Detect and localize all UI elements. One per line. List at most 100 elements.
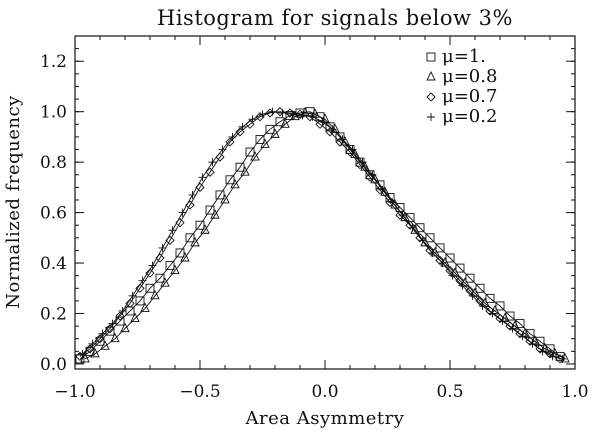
series-line xyxy=(82,111,563,360)
plus-marker xyxy=(248,115,257,124)
plus-marker xyxy=(378,185,387,194)
plus-marker xyxy=(168,226,177,235)
triangle-marker xyxy=(180,251,190,262)
square-marker xyxy=(215,190,225,200)
y-tick-label: 0.2 xyxy=(40,305,67,325)
plus-marker xyxy=(148,261,157,270)
plus-marker xyxy=(288,110,297,119)
diamond-marker xyxy=(455,276,465,286)
plus-marker xyxy=(518,332,527,341)
plus-marker xyxy=(368,170,377,179)
triangle-marker xyxy=(230,178,240,189)
diamond-marker xyxy=(426,92,436,102)
square-marker xyxy=(475,283,485,293)
plus-marker xyxy=(118,306,127,315)
plus-marker xyxy=(458,281,467,290)
square-marker xyxy=(155,273,165,283)
square-marker xyxy=(75,354,85,364)
diamond-marker xyxy=(205,167,215,177)
legend-item: μ=0.2 xyxy=(427,106,497,127)
triangle-marker xyxy=(320,113,330,123)
square-marker xyxy=(205,205,215,215)
plus-marker xyxy=(128,291,137,300)
plus-marker xyxy=(348,145,357,154)
square-marker xyxy=(245,147,255,157)
y-axis-title: Normalized frequency xyxy=(3,95,24,309)
y-tick-label: 0.6 xyxy=(40,204,67,224)
diamond-marker xyxy=(465,286,475,296)
legend-label: μ=0.2 xyxy=(442,106,497,127)
plus-marker xyxy=(178,208,187,217)
triangle-marker xyxy=(280,118,290,128)
plus-marker xyxy=(388,198,397,207)
plus-marker xyxy=(358,158,367,167)
diamond-marker xyxy=(475,296,485,306)
plus-marker xyxy=(198,173,207,182)
triangle-marker xyxy=(240,166,250,176)
plus-marker xyxy=(548,352,557,361)
legend-label: μ=0.7 xyxy=(442,86,497,107)
series-plus xyxy=(78,107,567,363)
triangle-marker xyxy=(140,302,150,312)
axis-ticks: −1.0 −0.5 0.0 0.5 1.0 0.0 0.2 0.4 0.6 0.8 1.0 1.2 xyxy=(40,35,589,402)
diamond-marker xyxy=(145,268,155,278)
y-tick-label: 0.0 xyxy=(40,355,67,375)
triangle-marker xyxy=(310,108,320,118)
plus-marker xyxy=(538,347,547,356)
plus-marker xyxy=(468,291,477,300)
triangle-marker xyxy=(250,151,260,161)
plus-marker xyxy=(478,301,487,310)
square-marker xyxy=(425,233,435,243)
square-marker xyxy=(265,124,275,134)
triangle-marker xyxy=(426,70,436,81)
x-tick-label: 0.0 xyxy=(311,382,338,402)
triangle-marker xyxy=(210,209,220,219)
x-tick-label: 1.0 xyxy=(561,382,588,402)
square-marker xyxy=(105,326,115,336)
triangle-marker xyxy=(90,347,100,358)
triangle-marker xyxy=(190,236,200,247)
y-tick-label: 1.0 xyxy=(40,103,67,123)
square-marker xyxy=(225,175,235,185)
plus-marker xyxy=(78,349,87,358)
y-tick-label: 1.2 xyxy=(40,52,67,72)
square-marker xyxy=(235,162,245,172)
plus-marker xyxy=(488,309,497,318)
square-marker xyxy=(255,134,265,144)
triangle-marker xyxy=(160,277,170,287)
legend-label: μ=0.8 xyxy=(442,66,497,87)
plus-marker xyxy=(218,145,227,154)
x-tick-label: −0.5 xyxy=(179,382,220,402)
square-marker xyxy=(145,283,155,293)
square-marker xyxy=(95,336,105,346)
plus-marker xyxy=(108,319,117,328)
plus-marker xyxy=(508,324,517,333)
square-marker xyxy=(195,220,205,230)
plus-marker xyxy=(308,112,317,121)
square-marker xyxy=(175,248,185,258)
triangle-marker xyxy=(200,224,210,234)
square-marker xyxy=(426,52,436,62)
plus-marker xyxy=(188,190,197,199)
triangle-marker xyxy=(150,289,160,300)
plus-marker xyxy=(208,158,217,167)
square-marker xyxy=(455,263,465,273)
plus-marker xyxy=(398,211,407,220)
diamond-marker xyxy=(135,283,145,293)
series-line xyxy=(84,112,566,360)
plus-marker xyxy=(268,107,277,116)
plus-marker xyxy=(558,354,567,363)
triangle-marker xyxy=(120,322,130,333)
legend-item: μ=1. xyxy=(426,46,486,67)
y-tick-label: 0.8 xyxy=(40,153,67,173)
triangle-marker xyxy=(110,332,120,343)
x-tick-label: −1.0 xyxy=(54,382,95,402)
plus-marker xyxy=(428,248,437,257)
plus-marker xyxy=(318,117,327,126)
series-diamond xyxy=(75,107,565,364)
plus-marker xyxy=(278,108,287,117)
triangle-marker xyxy=(270,128,280,138)
plus-marker xyxy=(228,132,237,141)
